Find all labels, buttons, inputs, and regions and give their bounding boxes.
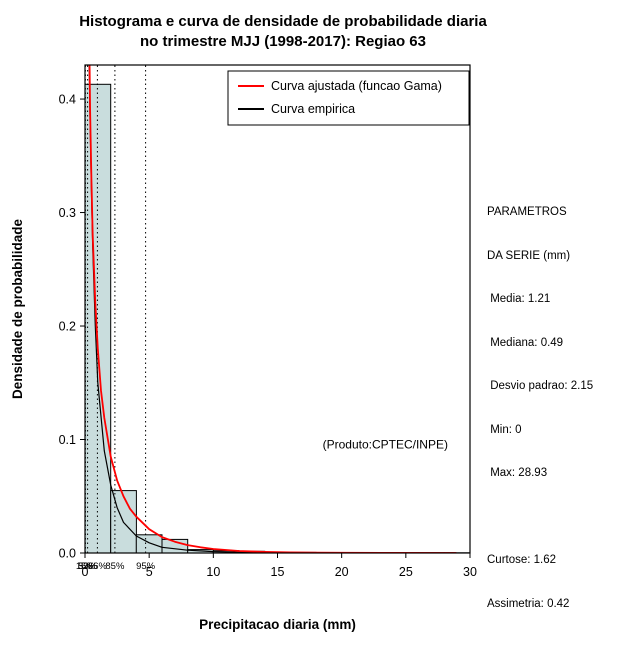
percentile-label: 85% [105, 561, 125, 572]
plot-border [84, 64, 471, 554]
y-axis: 0.0 0.1 0.2 0.3 0.4 [59, 93, 85, 561]
product-annotation: (Produto:CPTEC/INPE) [323, 438, 448, 452]
x-tick-label: 5 [146, 565, 153, 579]
percentile-labels: 5%15%33%66%85% 95% [76, 561, 156, 572]
gamma-curve [88, 65, 457, 553]
y-tick-label: 0.2 [59, 320, 76, 334]
y-axis-label: Densidade de probabilidade [10, 218, 25, 399]
chart-title: Histograma e curva de densidade de proba… [0, 12, 566, 52]
chart-title-line-1: Histograma e curva de densidade de proba… [79, 13, 487, 30]
x-axis: 0 5 10 15 20 25 30 [82, 553, 477, 579]
stat-min: Min: 0 [487, 423, 522, 436]
legend-label: Curva ajustada (funcao Gama) [271, 79, 442, 93]
stats-panel: PARAMETROS DA SERIE (mm) Media: 1.21 Med… [487, 176, 637, 660]
percentile-label: 5% [78, 561, 92, 572]
stat-curtose: Curtose: 1.62 [487, 554, 557, 566]
x-tick-label: 0 [82, 565, 89, 579]
percentile-label: 95% [136, 561, 156, 572]
y-tick-label: 0.3 [59, 206, 76, 220]
y-tick-label: 0.0 [59, 547, 76, 561]
x-axis-label: Precipitacao diaria (mm) [199, 617, 356, 632]
percentile-label: 66% [88, 561, 108, 572]
stat-max: Max: 28.93 [487, 467, 548, 479]
x-tick-label: 30 [463, 565, 477, 579]
stat-assimetria: Assimetria: 0.42 [487, 597, 570, 610]
x-tick-label: 10 [206, 565, 220, 579]
stats-header-serie: DA SERIE (mm) [487, 249, 571, 262]
stat-media: Media: 1.21 [487, 293, 551, 305]
legend: Curva ajustada (funcao Gama) Curva empiri… [227, 70, 470, 126]
chart-title-line-2: no trimestre MJJ (1998-2017): Regiao 63 [140, 33, 426, 50]
percentile-label: 15% [76, 561, 96, 572]
stats-header-parametros: PARAMETROS [487, 206, 567, 218]
stat-desvio-padrao: Desvio padrao: 2.15 [487, 380, 594, 392]
x-tick-label: 15 [271, 565, 285, 579]
stat-mediana: Mediana: 0.49 [487, 336, 564, 349]
x-tick-label: 20 [335, 565, 349, 579]
y-tick-label: 0.1 [59, 433, 76, 447]
percentile-label: 33% [78, 561, 98, 572]
stats-gap-2 [487, 640, 637, 655]
x-tick-label: 25 [399, 565, 413, 579]
stats-gap-1 [487, 510, 637, 525]
legend-label: Curva empirica [271, 102, 355, 116]
y-tick-label: 0.4 [59, 93, 76, 107]
histogram-bars [84, 83, 471, 554]
legend-box [227, 70, 470, 126]
